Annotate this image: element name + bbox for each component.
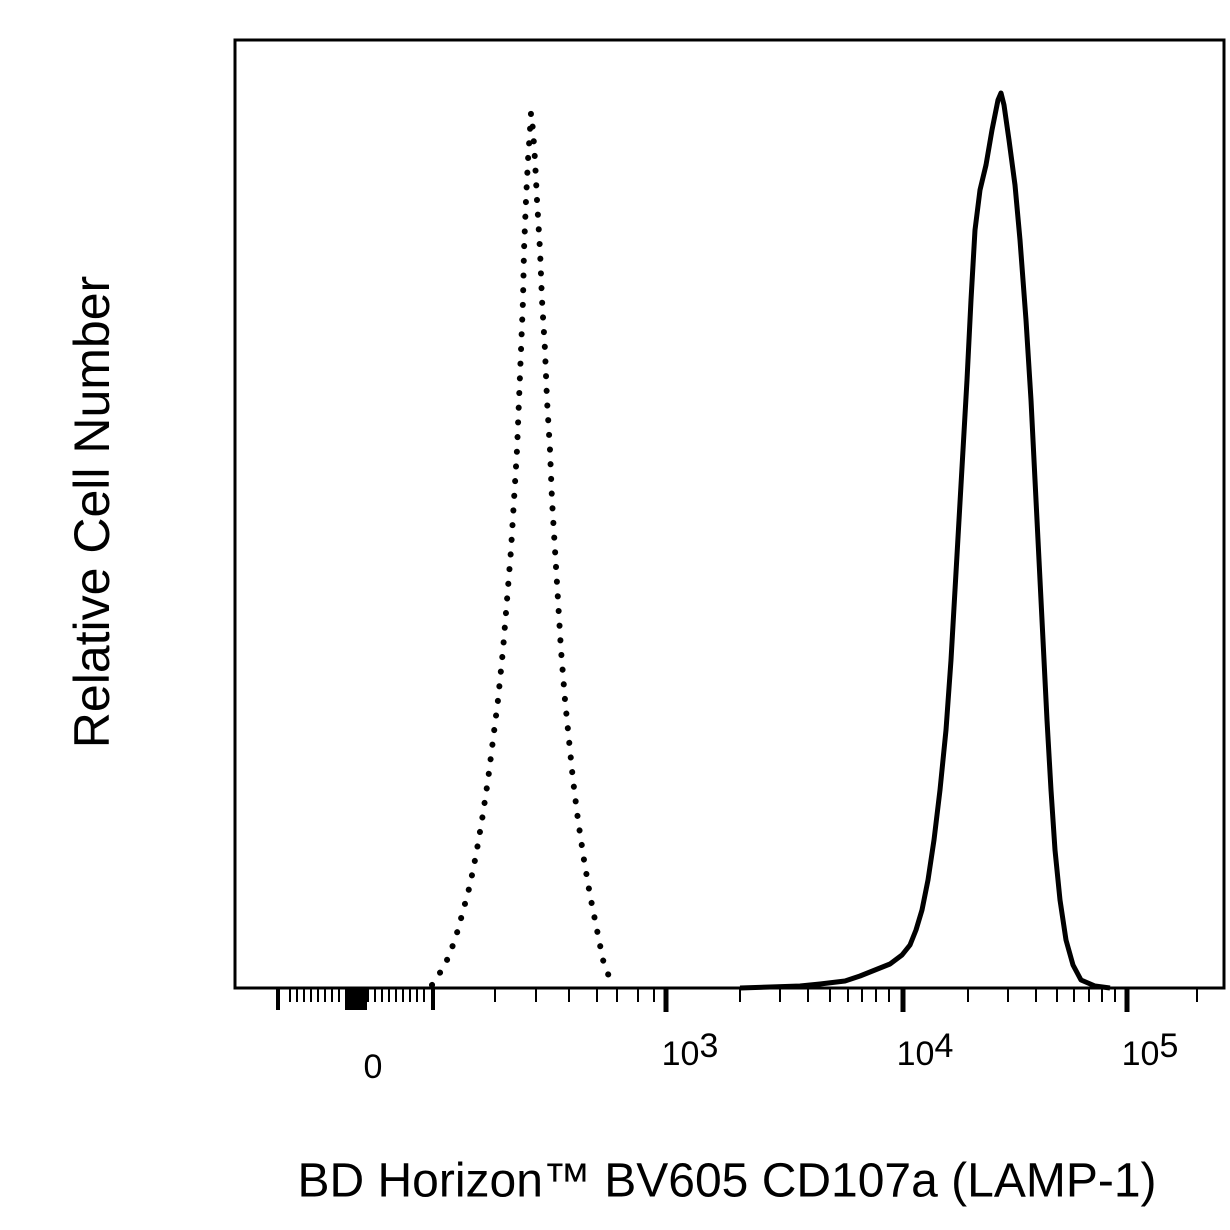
x-tick-label: 103: [661, 1027, 719, 1073]
plot-frame: [233, 38, 1226, 990]
x-axis-label: BD Horizon™ BV605 CD107a (LAMP-1): [297, 1154, 1157, 1208]
isotype-control-dotted-curve: [429, 112, 615, 988]
cd107a-solid-curve: [739, 90, 1111, 991]
x-axis-ticks: [276, 988, 1198, 1012]
x-tick-label: 0: [363, 1048, 383, 1086]
x-tick-label: 105: [1121, 1027, 1179, 1073]
x-tick-label: 104: [896, 1027, 954, 1073]
y-axis-label: Relative Cell Number: [64, 275, 120, 749]
